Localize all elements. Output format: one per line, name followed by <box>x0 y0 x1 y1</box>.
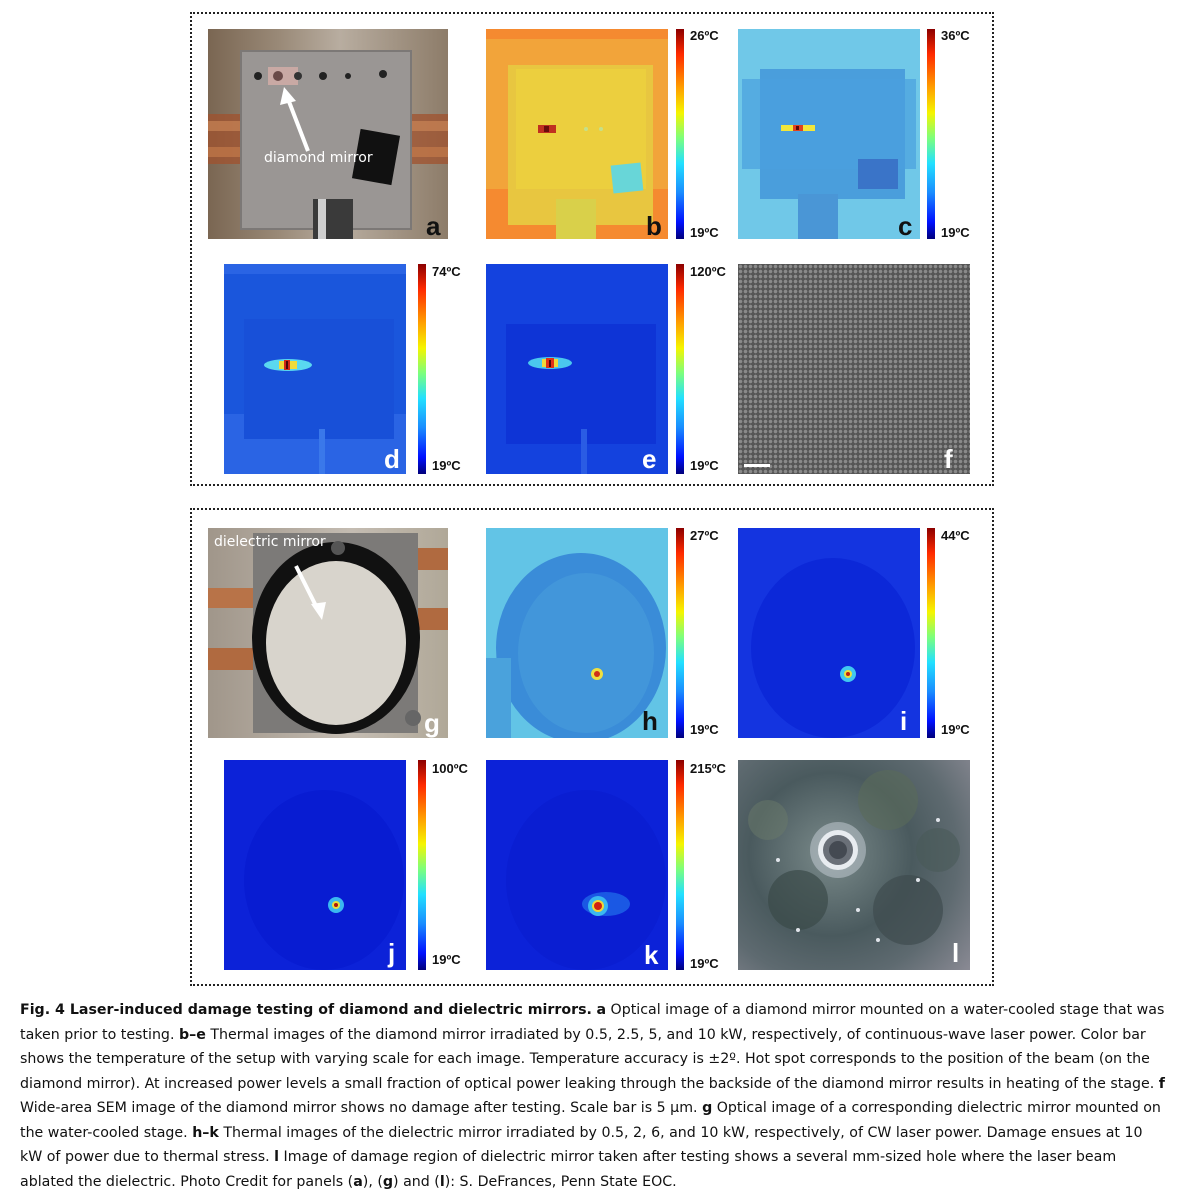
dielectric-mirror-annotation: dielectric mirror <box>214 534 326 550</box>
caption-a-label: a <box>596 1002 606 1018</box>
panel-h-min-temp: 19ºC <box>690 722 719 737</box>
panel-d-min-temp: 19ºC <box>432 458 461 473</box>
dielectric-mirror-photo-svg <box>208 528 448 738</box>
panel-b-thermal-image: b <box>486 29 668 239</box>
panel-i-max-temp: 44ºC <box>941 528 970 543</box>
panel-c-min-temp: 19ºC <box>941 225 970 240</box>
panel-j-letter: j <box>388 940 395 966</box>
panel-d-thermal-image: d <box>224 264 406 474</box>
panel-l-damage-photo: l <box>738 760 970 970</box>
diamond-mirror-annotation: diamond mirror <box>264 150 373 166</box>
caption-g-label: g <box>702 1100 712 1116</box>
panel-j-colorbar <box>418 760 426 970</box>
panel-j-thermal-image: j <box>224 760 406 970</box>
panel-d-letter: d <box>384 446 400 472</box>
panel-e-max-temp: 120ºC <box>690 264 726 279</box>
panel-k-letter: k <box>644 942 658 968</box>
panel-h-colorbar <box>676 528 684 738</box>
figure-caption: Fig. 4 Laser-induced damage testing of d… <box>20 998 1165 1194</box>
panel-i-min-temp: 19ºC <box>941 722 970 737</box>
panel-h-letter: h <box>642 708 658 734</box>
panel-g-letter: g <box>424 710 440 736</box>
panel-e-colorbar <box>676 264 684 474</box>
panel-b-letter: b <box>646 213 662 239</box>
panel-j-min-temp: 19ºC <box>432 952 461 967</box>
diamond-mirror-photo-svg <box>208 29 448 239</box>
panel-b-colorbar <box>676 29 684 239</box>
panel-k-min-temp: 19ºC <box>690 956 719 971</box>
panel-c-colorbar <box>927 29 935 239</box>
panel-j-max-temp: 100ºC <box>432 761 468 776</box>
panel-h-max-temp: 27ºC <box>690 528 719 543</box>
panel-i-thermal-image: i <box>738 528 920 738</box>
caption-credit-end: ): S. DeFrances, Penn State EOC. <box>445 1174 677 1190</box>
caption-f-text: Wide-area SEM image of the diamond mirro… <box>20 1100 702 1116</box>
caption-credit-g: g <box>383 1174 393 1190</box>
panel-d-thermal-svg <box>224 264 406 474</box>
caption-fig-label: Fig. 4 Laser-induced damage testing of d… <box>20 1002 592 1018</box>
panel-i-letter: i <box>900 708 907 734</box>
panel-i-thermal-svg <box>738 528 920 738</box>
panel-k-thermal-image: k <box>486 760 668 970</box>
damage-photo-svg <box>738 760 970 970</box>
panel-j-thermal-svg <box>224 760 406 970</box>
caption-be-label: b–e <box>179 1027 206 1043</box>
panel-k-thermal-svg <box>486 760 668 970</box>
panel-d-colorbar <box>418 264 426 474</box>
panel-c-thermal-image: c <box>738 29 920 239</box>
caption-hk-label: h–k <box>192 1125 219 1141</box>
panel-a-letter: a <box>426 213 440 239</box>
panel-c-thermal-svg <box>738 29 920 239</box>
caption-credit-sep2: ) and ( <box>393 1174 440 1190</box>
panel-g-photo: dielectric mirror g <box>208 528 448 738</box>
panel-f-sem-image: f <box>738 264 970 474</box>
panel-d-max-temp: 74ºC <box>432 264 461 279</box>
panel-e-thermal-svg <box>486 264 668 474</box>
panel-l-letter: l <box>952 940 959 966</box>
panel-k-max-temp: 215ºC <box>690 761 726 776</box>
panel-c-letter: c <box>898 213 912 239</box>
panel-a-photo: diamond mirror a <box>208 29 448 239</box>
panel-i-colorbar <box>927 528 935 738</box>
caption-credit-a: a <box>353 1174 363 1190</box>
caption-credit-sep1: ), ( <box>363 1174 383 1190</box>
caption-f-label: f <box>1159 1076 1165 1092</box>
panel-b-min-temp: 19ºC <box>690 225 719 240</box>
panel-f-letter: f <box>944 446 953 472</box>
panel-c-max-temp: 36ºC <box>941 28 970 43</box>
scale-bar <box>744 464 770 467</box>
panel-e-letter: e <box>642 446 656 472</box>
panel-h-thermal-svg <box>486 528 668 738</box>
panel-h-thermal-image: h <box>486 528 668 738</box>
panel-b-thermal-svg <box>486 29 668 239</box>
panel-b-max-temp: 26ºC <box>690 28 719 43</box>
panel-k-colorbar <box>676 760 684 970</box>
panel-e-thermal-image: e <box>486 264 668 474</box>
panel-e-min-temp: 19ºC <box>690 458 719 473</box>
